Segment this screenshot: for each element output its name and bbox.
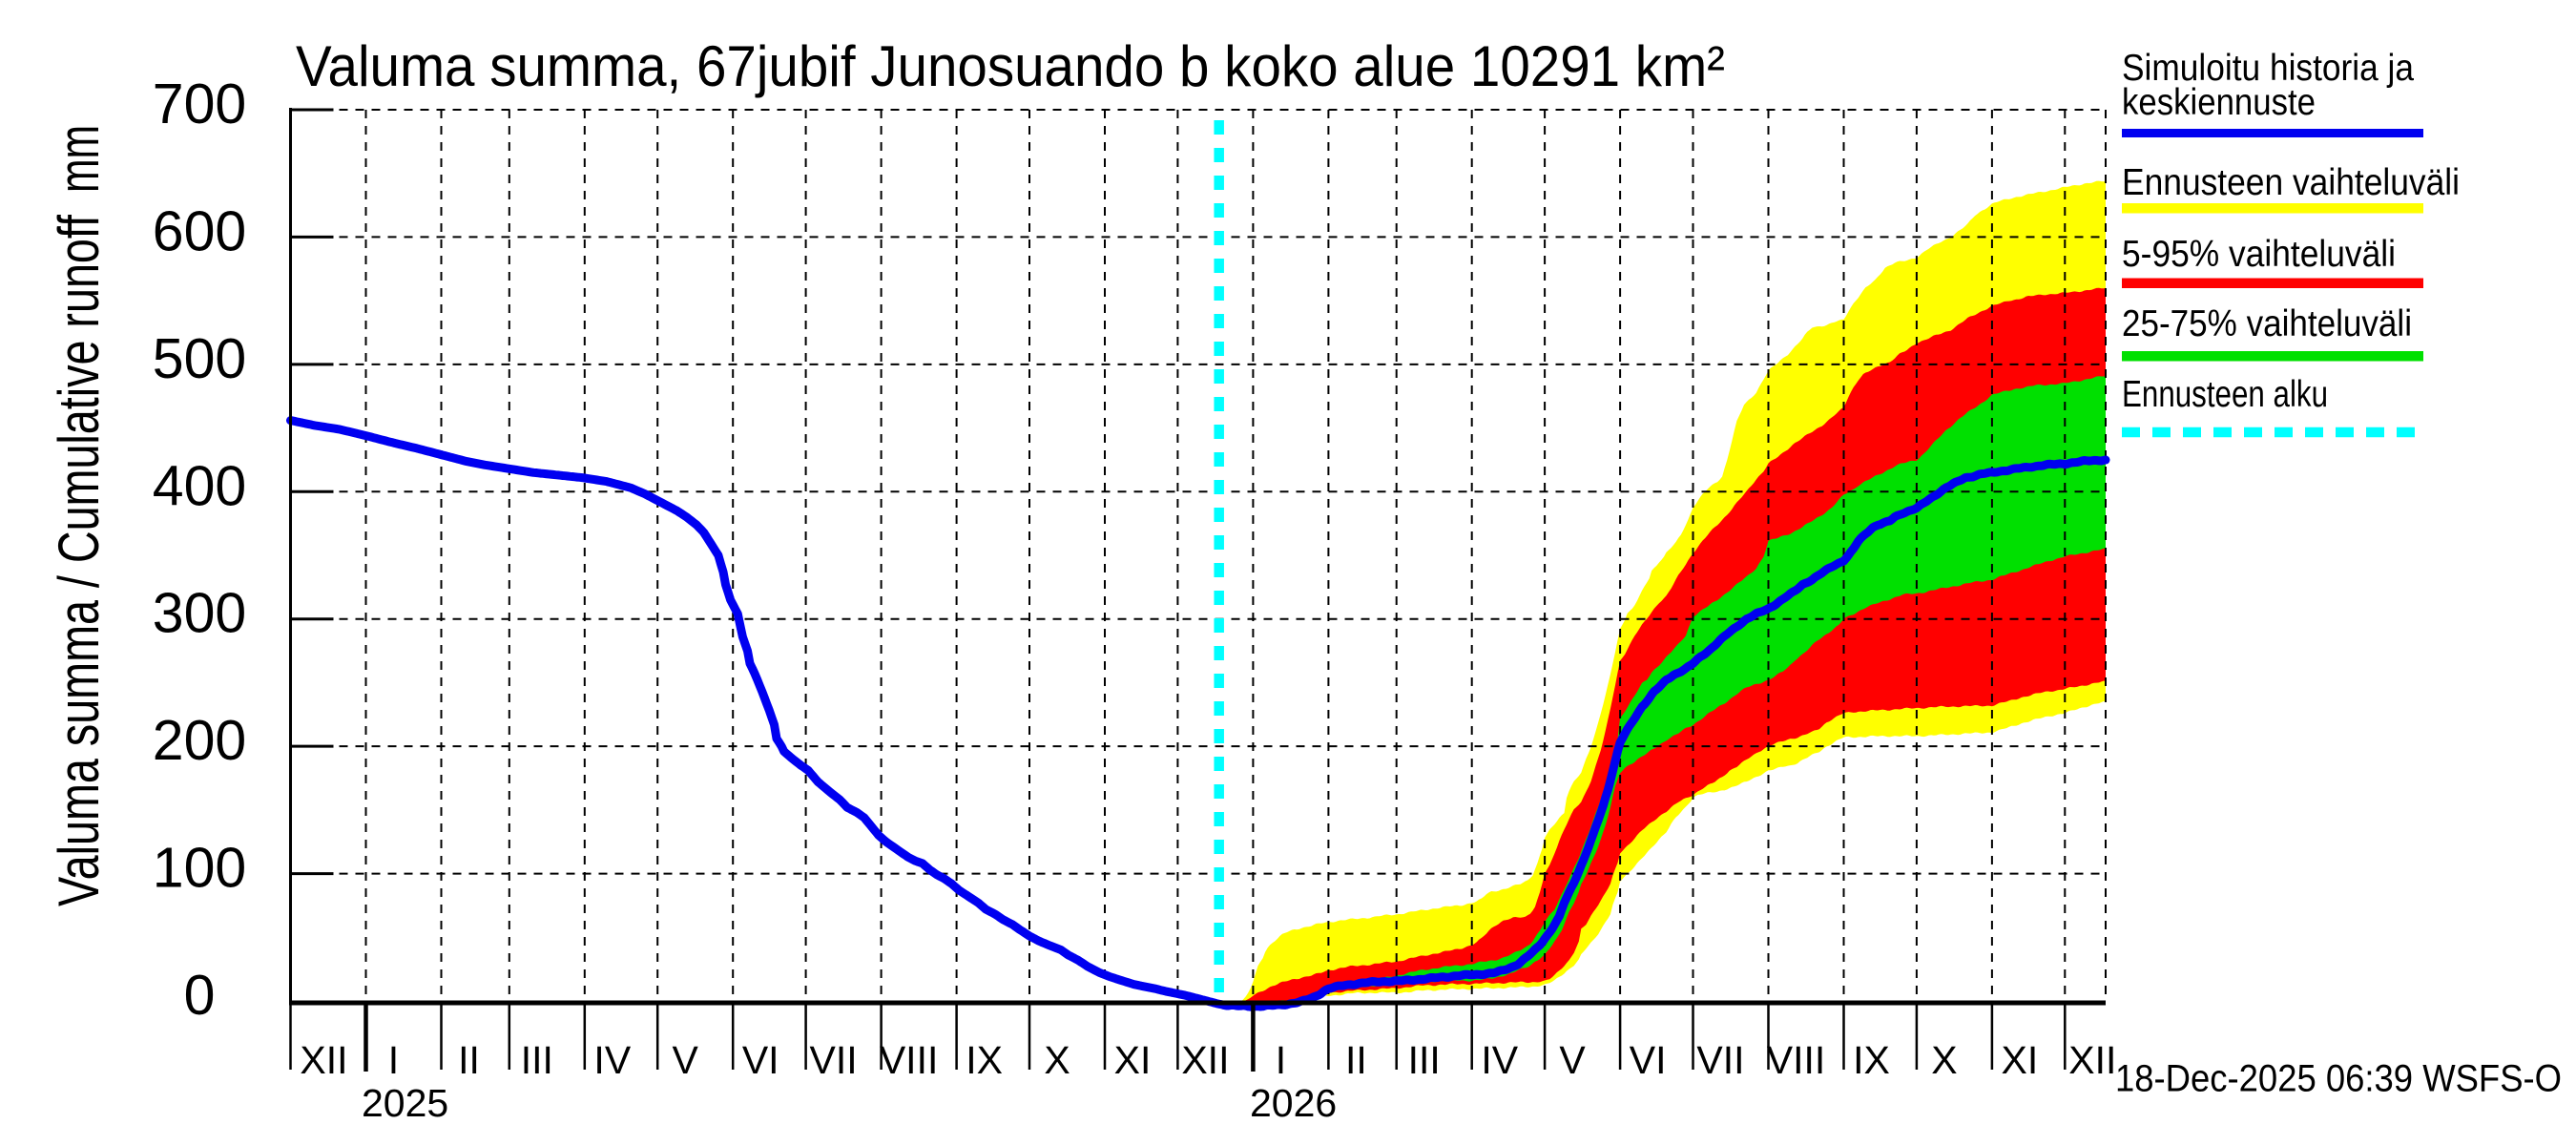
svg-text:VII: VII (1696, 1038, 1744, 1082)
svg-text:X: X (1931, 1038, 1957, 1082)
svg-text:IX: IX (966, 1038, 1003, 1082)
svg-text:300: 300 (153, 582, 246, 645)
svg-text:0: 0 (184, 964, 216, 1027)
svg-text:I: I (388, 1038, 399, 1082)
svg-text:VIII: VIII (880, 1038, 939, 1082)
svg-text:Simuloitu historia ja: Simuloitu historia ja (2122, 48, 2414, 89)
svg-text:XI: XI (1114, 1038, 1152, 1082)
svg-text:V: V (673, 1038, 699, 1082)
svg-text:X: X (1044, 1038, 1070, 1082)
svg-text:IX: IX (1853, 1038, 1890, 1082)
svg-text:Ennusteen alku: Ennusteen alku (2122, 374, 2328, 415)
svg-text:VI: VI (1630, 1038, 1667, 1082)
svg-text:XII: XII (1181, 1038, 1229, 1082)
svg-text:VI: VI (742, 1038, 779, 1082)
svg-text:25-75% vaihteluväli: 25-75% vaihteluväli (2122, 303, 2412, 344)
svg-text:II: II (1345, 1038, 1367, 1082)
svg-text:2026: 2026 (1250, 1081, 1337, 1125)
svg-text:5-95% vaihteluväli: 5-95% vaihteluväli (2122, 234, 2396, 275)
svg-text:18-Dec-2025 06:39 WSFS-O: 18-Dec-2025 06:39 WSFS-O (2115, 1058, 2562, 1100)
svg-text:200: 200 (153, 709, 246, 772)
svg-text:100: 100 (153, 837, 246, 900)
svg-text:XI: XI (2002, 1038, 2039, 1082)
svg-text:Valuma summa, 67jubif Junosuan: Valuma summa, 67jubif Junosuando b koko … (296, 34, 1725, 98)
svg-text:III: III (521, 1038, 553, 1082)
svg-text:VII: VII (810, 1038, 858, 1082)
svg-text:IV: IV (593, 1038, 631, 1082)
svg-text:VIII: VIII (1767, 1038, 1826, 1082)
svg-text:XII: XII (300, 1038, 347, 1082)
svg-text:mm: mm (47, 125, 111, 193)
svg-text:III: III (1408, 1038, 1441, 1082)
svg-text:II: II (458, 1038, 480, 1082)
svg-text:600: 600 (153, 199, 246, 262)
svg-text:400: 400 (153, 454, 246, 517)
svg-text:2025: 2025 (362, 1081, 448, 1125)
svg-text:V: V (1559, 1038, 1586, 1082)
svg-text:IV: IV (1481, 1038, 1518, 1082)
svg-text:XII: XII (2068, 1038, 2116, 1082)
svg-text:500: 500 (153, 327, 246, 390)
svg-text:Valuma summa / Cumulative runo: Valuma summa / Cumulative runoff (47, 215, 111, 906)
svg-text:Ennusteen vaihteluväli: Ennusteen vaihteluväli (2122, 162, 2460, 203)
svg-text:700: 700 (153, 73, 246, 135)
svg-text:I: I (1276, 1038, 1286, 1082)
svg-text:keskiennuste: keskiennuste (2122, 82, 2316, 123)
